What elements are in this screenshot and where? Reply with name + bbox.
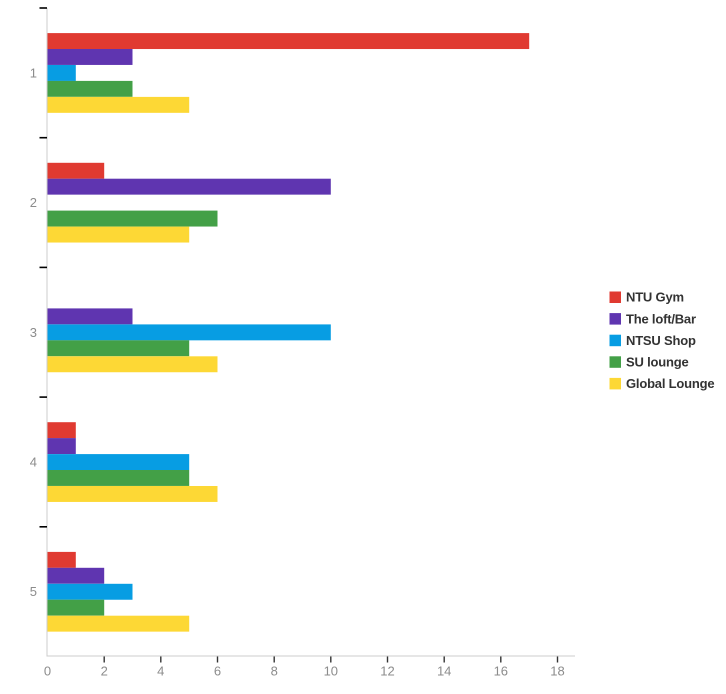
svg-text:3: 3 [30, 325, 37, 340]
svg-text:18: 18 [550, 664, 564, 679]
svg-text:8: 8 [271, 664, 278, 679]
svg-text:5: 5 [30, 584, 37, 599]
svg-text:Global Lounge: Global Lounge [626, 376, 714, 391]
svg-text:14: 14 [437, 664, 451, 679]
svg-text:16: 16 [494, 664, 508, 679]
svg-text:1: 1 [30, 65, 37, 80]
svg-text:NTSU Shop: NTSU Shop [626, 333, 696, 348]
svg-text:NTU Gym: NTU Gym [626, 290, 684, 305]
svg-text:4: 4 [30, 454, 37, 469]
svg-text:6: 6 [214, 664, 221, 679]
svg-text:4: 4 [157, 664, 164, 679]
svg-text:2: 2 [30, 195, 37, 210]
svg-text:2: 2 [101, 664, 108, 679]
svg-text:SU lounge: SU lounge [626, 355, 688, 370]
svg-text:0: 0 [44, 664, 51, 679]
svg-text:10: 10 [324, 664, 338, 679]
svg-text:12: 12 [380, 664, 394, 679]
svg-text:The loft/Bar: The loft/Bar [626, 311, 696, 326]
